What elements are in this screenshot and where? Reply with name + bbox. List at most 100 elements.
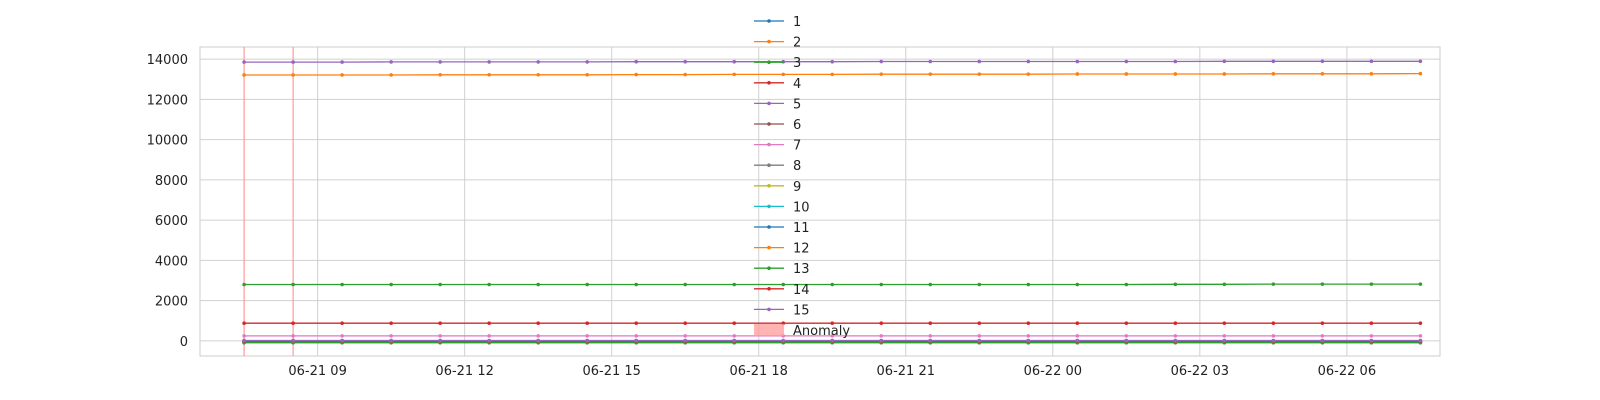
series-point-3 [1418, 282, 1423, 286]
series-point-15 [487, 338, 491, 343]
y-tick-label: 4000 [155, 254, 188, 269]
legend-label: 7 [793, 139, 801, 154]
series-point-2 [634, 72, 639, 77]
series-point-15 [1320, 338, 1325, 343]
series-point-5 [830, 59, 835, 64]
series-point-15 [634, 338, 639, 343]
series-point-2 [1418, 71, 1423, 76]
series-point-5 [879, 59, 884, 64]
y-tick-label: 14000 [147, 53, 188, 68]
series-point-7 [634, 334, 639, 338]
legend-swatch-anomaly [754, 324, 784, 336]
series-point-3 [1222, 282, 1227, 287]
series-point-4 [1418, 321, 1423, 325]
series-point-3 [1124, 282, 1129, 287]
legend-item-10: 10 [754, 200, 810, 215]
legend-label: 10 [793, 200, 810, 215]
series-point-4 [291, 321, 295, 325]
x-tick-label: 06-22 00 [1024, 364, 1082, 379]
x-tick-label: 06-22 03 [1171, 364, 1229, 379]
series-point-15 [683, 338, 688, 343]
series-point-2 [1222, 72, 1227, 76]
series-point-7 [1026, 334, 1031, 338]
series-point-5 [928, 59, 933, 64]
series-point-2 [291, 73, 295, 77]
legend-swatch-marker [767, 225, 771, 229]
series-point-2 [487, 72, 491, 77]
series-point-4 [879, 321, 884, 325]
series-point-15 [242, 338, 246, 343]
legend-item-4: 4 [754, 77, 801, 92]
y-tick-label: 6000 [155, 214, 188, 229]
series-point-5 [340, 60, 344, 64]
legend-label: 4 [793, 77, 801, 92]
series-point-4 [340, 321, 344, 325]
series-point-7 [879, 334, 884, 338]
y-tick-label: 0 [180, 335, 188, 350]
series-point-3 [879, 282, 884, 287]
series-point-7 [536, 334, 540, 338]
legend-label: 6 [793, 118, 801, 133]
series-point-5 [1271, 59, 1276, 64]
legend-item-11: 11 [754, 221, 810, 236]
legend-item-1: 1 [754, 15, 801, 30]
series-point-15 [732, 338, 737, 343]
series-point-2 [1320, 71, 1325, 76]
series-point-3 [536, 282, 540, 287]
legend-item-14: 14 [754, 283, 810, 298]
series-point-3 [977, 282, 982, 287]
series-point-3 [389, 282, 393, 287]
series-point-4 [1320, 321, 1325, 325]
series-point-5 [585, 60, 589, 64]
series-point-5 [536, 60, 540, 64]
series-point-5 [242, 60, 246, 64]
y-tick-label: 2000 [155, 295, 188, 310]
series-point-2 [536, 72, 540, 77]
legend-swatch-marker [767, 122, 771, 126]
series-point-4 [830, 321, 835, 325]
x-tick-label: 06-21 15 [582, 364, 640, 379]
x-tick-label: 06-21 12 [435, 364, 493, 379]
legend-swatch-marker [767, 287, 771, 291]
y-tick-label: 10000 [147, 134, 188, 149]
series-point-3 [1173, 282, 1178, 287]
series-point-7 [242, 334, 246, 338]
plot-area: 0 2000 4000 6000 8000 10000 12000 14000 06-21 09… [147, 46, 1441, 379]
series-point-15 [536, 338, 540, 343]
legend-label: 12 [793, 242, 810, 257]
series-point-3 [830, 282, 835, 287]
series-point-4 [487, 321, 491, 325]
series-point-15 [830, 338, 835, 343]
series-point-2 [732, 72, 737, 77]
series-point-7 [1271, 334, 1276, 338]
series-point-2 [781, 72, 786, 77]
series-point-3 [487, 282, 491, 287]
series-point-7 [585, 334, 589, 338]
series-point-15 [1271, 338, 1276, 343]
series-point-15 [1075, 338, 1080, 343]
series-point-15 [928, 338, 933, 343]
series-point-7 [1369, 334, 1374, 338]
legend-item-7: 7 [754, 139, 801, 154]
series-point-3 [781, 282, 786, 287]
legend-swatch-marker [767, 163, 771, 167]
series-point-2 [1075, 72, 1080, 76]
series-point-15 [1173, 338, 1178, 343]
x-tick-label: 06-21 09 [288, 364, 346, 379]
series-point-4 [389, 321, 393, 325]
legend-item-8: 8 [754, 159, 801, 174]
legend-label: 15 [793, 303, 810, 318]
series-point-7 [340, 334, 344, 338]
series-point-7 [732, 334, 737, 338]
y-tick-label: 8000 [155, 174, 188, 189]
series-point-5 [1418, 59, 1423, 64]
legend-swatch-marker [767, 245, 771, 250]
series-point-15 [389, 338, 393, 343]
legend-swatch-marker [767, 184, 771, 188]
legend-label: 3 [793, 56, 801, 71]
series-point-2 [242, 73, 246, 77]
series-point-15 [1369, 338, 1374, 343]
legend-label: 13 [793, 262, 810, 277]
series-point-4 [1271, 321, 1276, 325]
series-point-2 [977, 72, 982, 76]
